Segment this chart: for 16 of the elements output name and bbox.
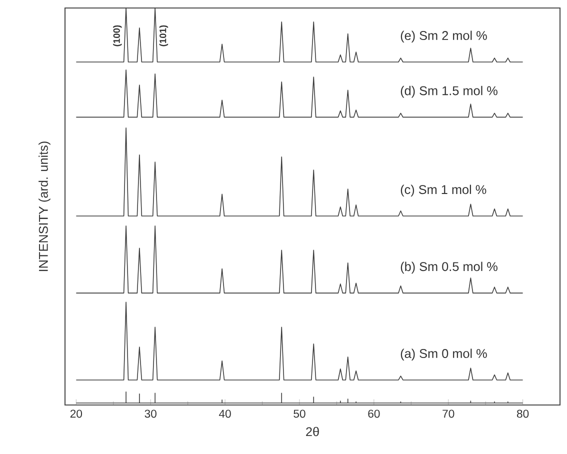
series-label: (a) Sm 0 mol %	[400, 348, 487, 361]
annotation: (101)	[159, 25, 168, 46]
x-tick-label: 50	[294, 410, 306, 418]
x-tick-label: 60	[368, 410, 380, 418]
series-label: (b) Sm 0.5 mol %	[400, 262, 498, 274]
series-label: (c) Sm 1 mol %	[400, 184, 486, 197]
y-axis-title: INTENSITY (ard. units)	[38, 142, 50, 272]
x-tick-label: 20	[70, 410, 82, 418]
x-tick-label: 80	[516, 410, 529, 418]
x-tick-label: 30	[144, 410, 156, 418]
x-tick-label: 40	[218, 410, 231, 418]
x-axis-title: 2θ	[306, 426, 319, 436]
series-label: (e) Sm 2 mol %	[400, 30, 487, 43]
series-label: (d) Sm 1.5 mol %	[400, 86, 498, 98]
annotation: (100)	[113, 25, 122, 46]
x-tick-label: 70	[442, 410, 454, 418]
